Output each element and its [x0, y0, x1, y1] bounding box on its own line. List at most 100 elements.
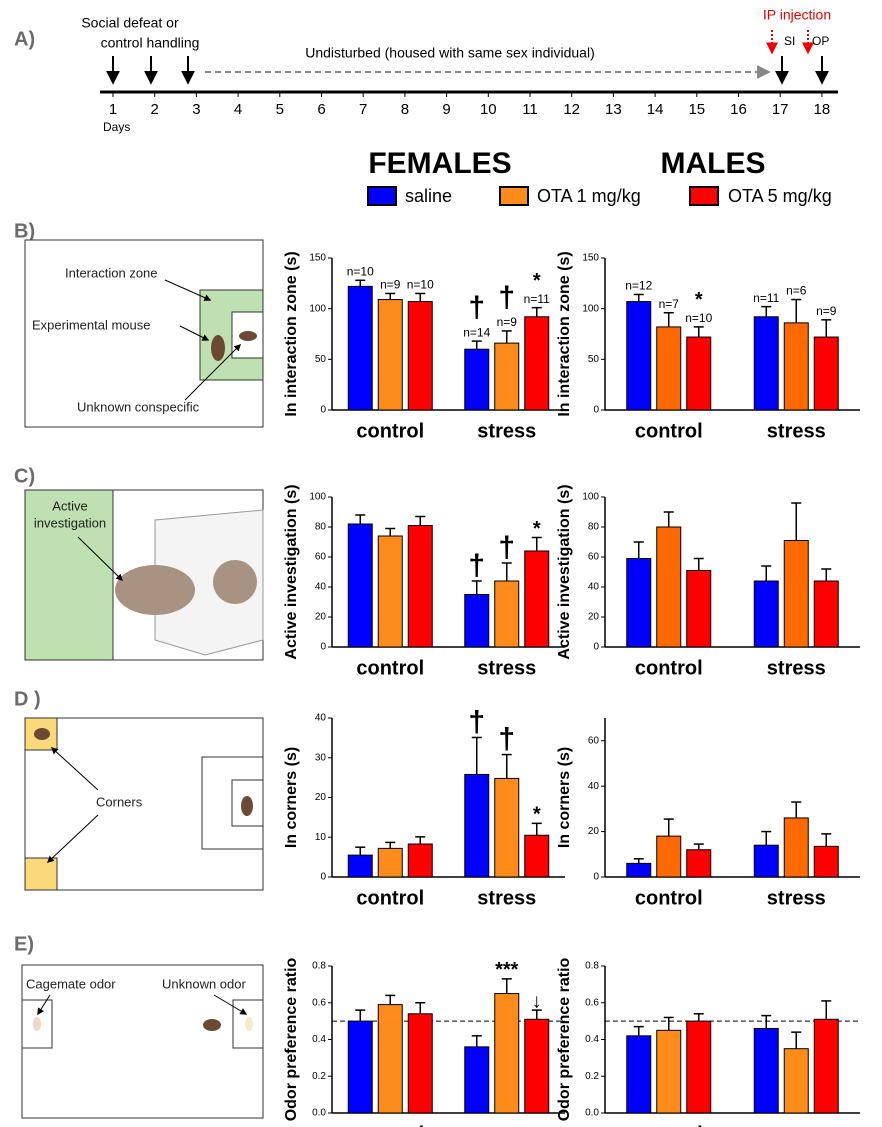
diagram-label: Cagemate odor	[26, 976, 116, 991]
n-label: n=14	[463, 325, 490, 339]
day-label: 13	[605, 101, 622, 118]
bar	[627, 559, 651, 648]
significance-marker: *	[695, 289, 703, 311]
bar	[657, 527, 681, 647]
x-tick-label: stress	[767, 887, 826, 909]
bar	[687, 1021, 711, 1113]
legend-label: saline	[405, 186, 452, 206]
significance-marker: ***	[495, 959, 519, 981]
bar	[495, 994, 519, 1113]
bar	[378, 1005, 402, 1113]
bar	[408, 1014, 432, 1113]
day-label: 14	[647, 101, 664, 118]
significance-marker: †	[468, 291, 485, 324]
y-tick-label: 150	[309, 253, 326, 264]
bar	[348, 855, 372, 877]
y-tick-label: 0	[320, 405, 326, 416]
legend-label: OTA 5 mg/kg	[728, 186, 832, 206]
day-label: 4	[234, 101, 242, 118]
bar	[378, 536, 402, 647]
timeline-note: SI	[784, 34, 795, 48]
y-tick-label: 0	[593, 405, 599, 416]
timeline-note: OP	[812, 34, 829, 48]
bar	[495, 778, 519, 877]
n-label: n=9	[497, 315, 518, 329]
day-label: 8	[401, 101, 409, 118]
y-tick-label: 100	[309, 303, 326, 314]
y-tick-label: 100	[582, 492, 599, 503]
bar	[465, 349, 489, 410]
y-tick-label: 0.2	[585, 1071, 599, 1082]
bar	[378, 300, 402, 410]
odor	[33, 1017, 41, 1031]
bar	[754, 845, 778, 877]
day-label: 18	[814, 101, 831, 118]
n-label: n=6	[786, 284, 807, 298]
bar	[408, 302, 432, 410]
y-tick-label: 0	[593, 872, 599, 883]
y-tick-label: 0.0	[312, 1108, 326, 1119]
y-tick-label: 150	[582, 253, 599, 264]
significance-marker: ↓	[532, 990, 542, 1012]
bar	[465, 1047, 489, 1113]
diagram-label: Unknown odor	[162, 976, 246, 991]
significance-marker: †	[468, 549, 485, 582]
n-label: n=11	[753, 291, 779, 305]
diagram-label: Active	[52, 498, 87, 513]
bar	[687, 850, 711, 877]
y-axis-label: In interaction zone (s)	[556, 251, 573, 416]
timeline-note: IP injection	[763, 7, 831, 23]
y-tick-label: 0.8	[312, 961, 326, 972]
day-label: 12	[563, 101, 580, 118]
mouse	[203, 1019, 221, 1031]
y-tick-label: 50	[588, 354, 600, 365]
y-tick-label: 0	[593, 642, 599, 653]
y-tick-label: 60	[588, 552, 600, 563]
y-tick-label: 60	[315, 552, 327, 563]
x-tick-label: control	[635, 657, 703, 679]
n-label: n=10	[685, 311, 712, 325]
n-label: n=12	[625, 279, 652, 293]
y-tick-label: 0.2	[312, 1071, 326, 1082]
y-tick-label: 0.6	[312, 997, 326, 1008]
y-tick-label: 100	[309, 492, 326, 503]
bar	[495, 581, 519, 647]
bar	[814, 337, 838, 410]
bar	[814, 846, 838, 877]
significance-marker: *	[533, 270, 541, 292]
y-tick-label: 20	[588, 612, 600, 623]
y-tick-label: 80	[315, 522, 327, 533]
bar	[495, 343, 519, 410]
y-tick-label: 40	[315, 713, 327, 724]
mouse	[213, 560, 257, 604]
y-tick-label: 20	[315, 612, 327, 623]
timeline-note: Social defeat or	[81, 15, 179, 31]
bar	[754, 1028, 778, 1113]
day-label: 3	[192, 101, 200, 118]
y-axis-label: In corners (s)	[283, 747, 300, 848]
bar	[525, 1019, 549, 1113]
bar	[525, 317, 549, 410]
legend-label: OTA 1 mg/kg	[537, 186, 641, 206]
day-label: 2	[151, 101, 159, 118]
x-tick-label: stress	[477, 1123, 536, 1127]
corner	[25, 858, 57, 890]
figure: A) B) C) D ) E) Social defeat or control…	[0, 0, 882, 1127]
bar	[784, 818, 808, 877]
y-tick-label: 40	[588, 781, 600, 792]
diagram-label: Experimental mouse	[32, 317, 151, 332]
day-label: 10	[480, 101, 497, 118]
mouse	[34, 728, 50, 740]
y-tick-label: 40	[315, 582, 327, 593]
y-tick-label: 10	[315, 832, 327, 843]
y-tick-label: 0.0	[585, 1108, 599, 1119]
n-label: n=9	[816, 304, 837, 318]
bar	[814, 581, 838, 647]
bar	[657, 327, 681, 410]
diagram-label: Interaction zone	[65, 265, 158, 280]
mouse	[241, 796, 253, 816]
n-label: n=10	[407, 278, 434, 292]
bar	[627, 302, 651, 410]
bar	[657, 836, 681, 877]
y-tick-label: 60	[588, 735, 600, 746]
